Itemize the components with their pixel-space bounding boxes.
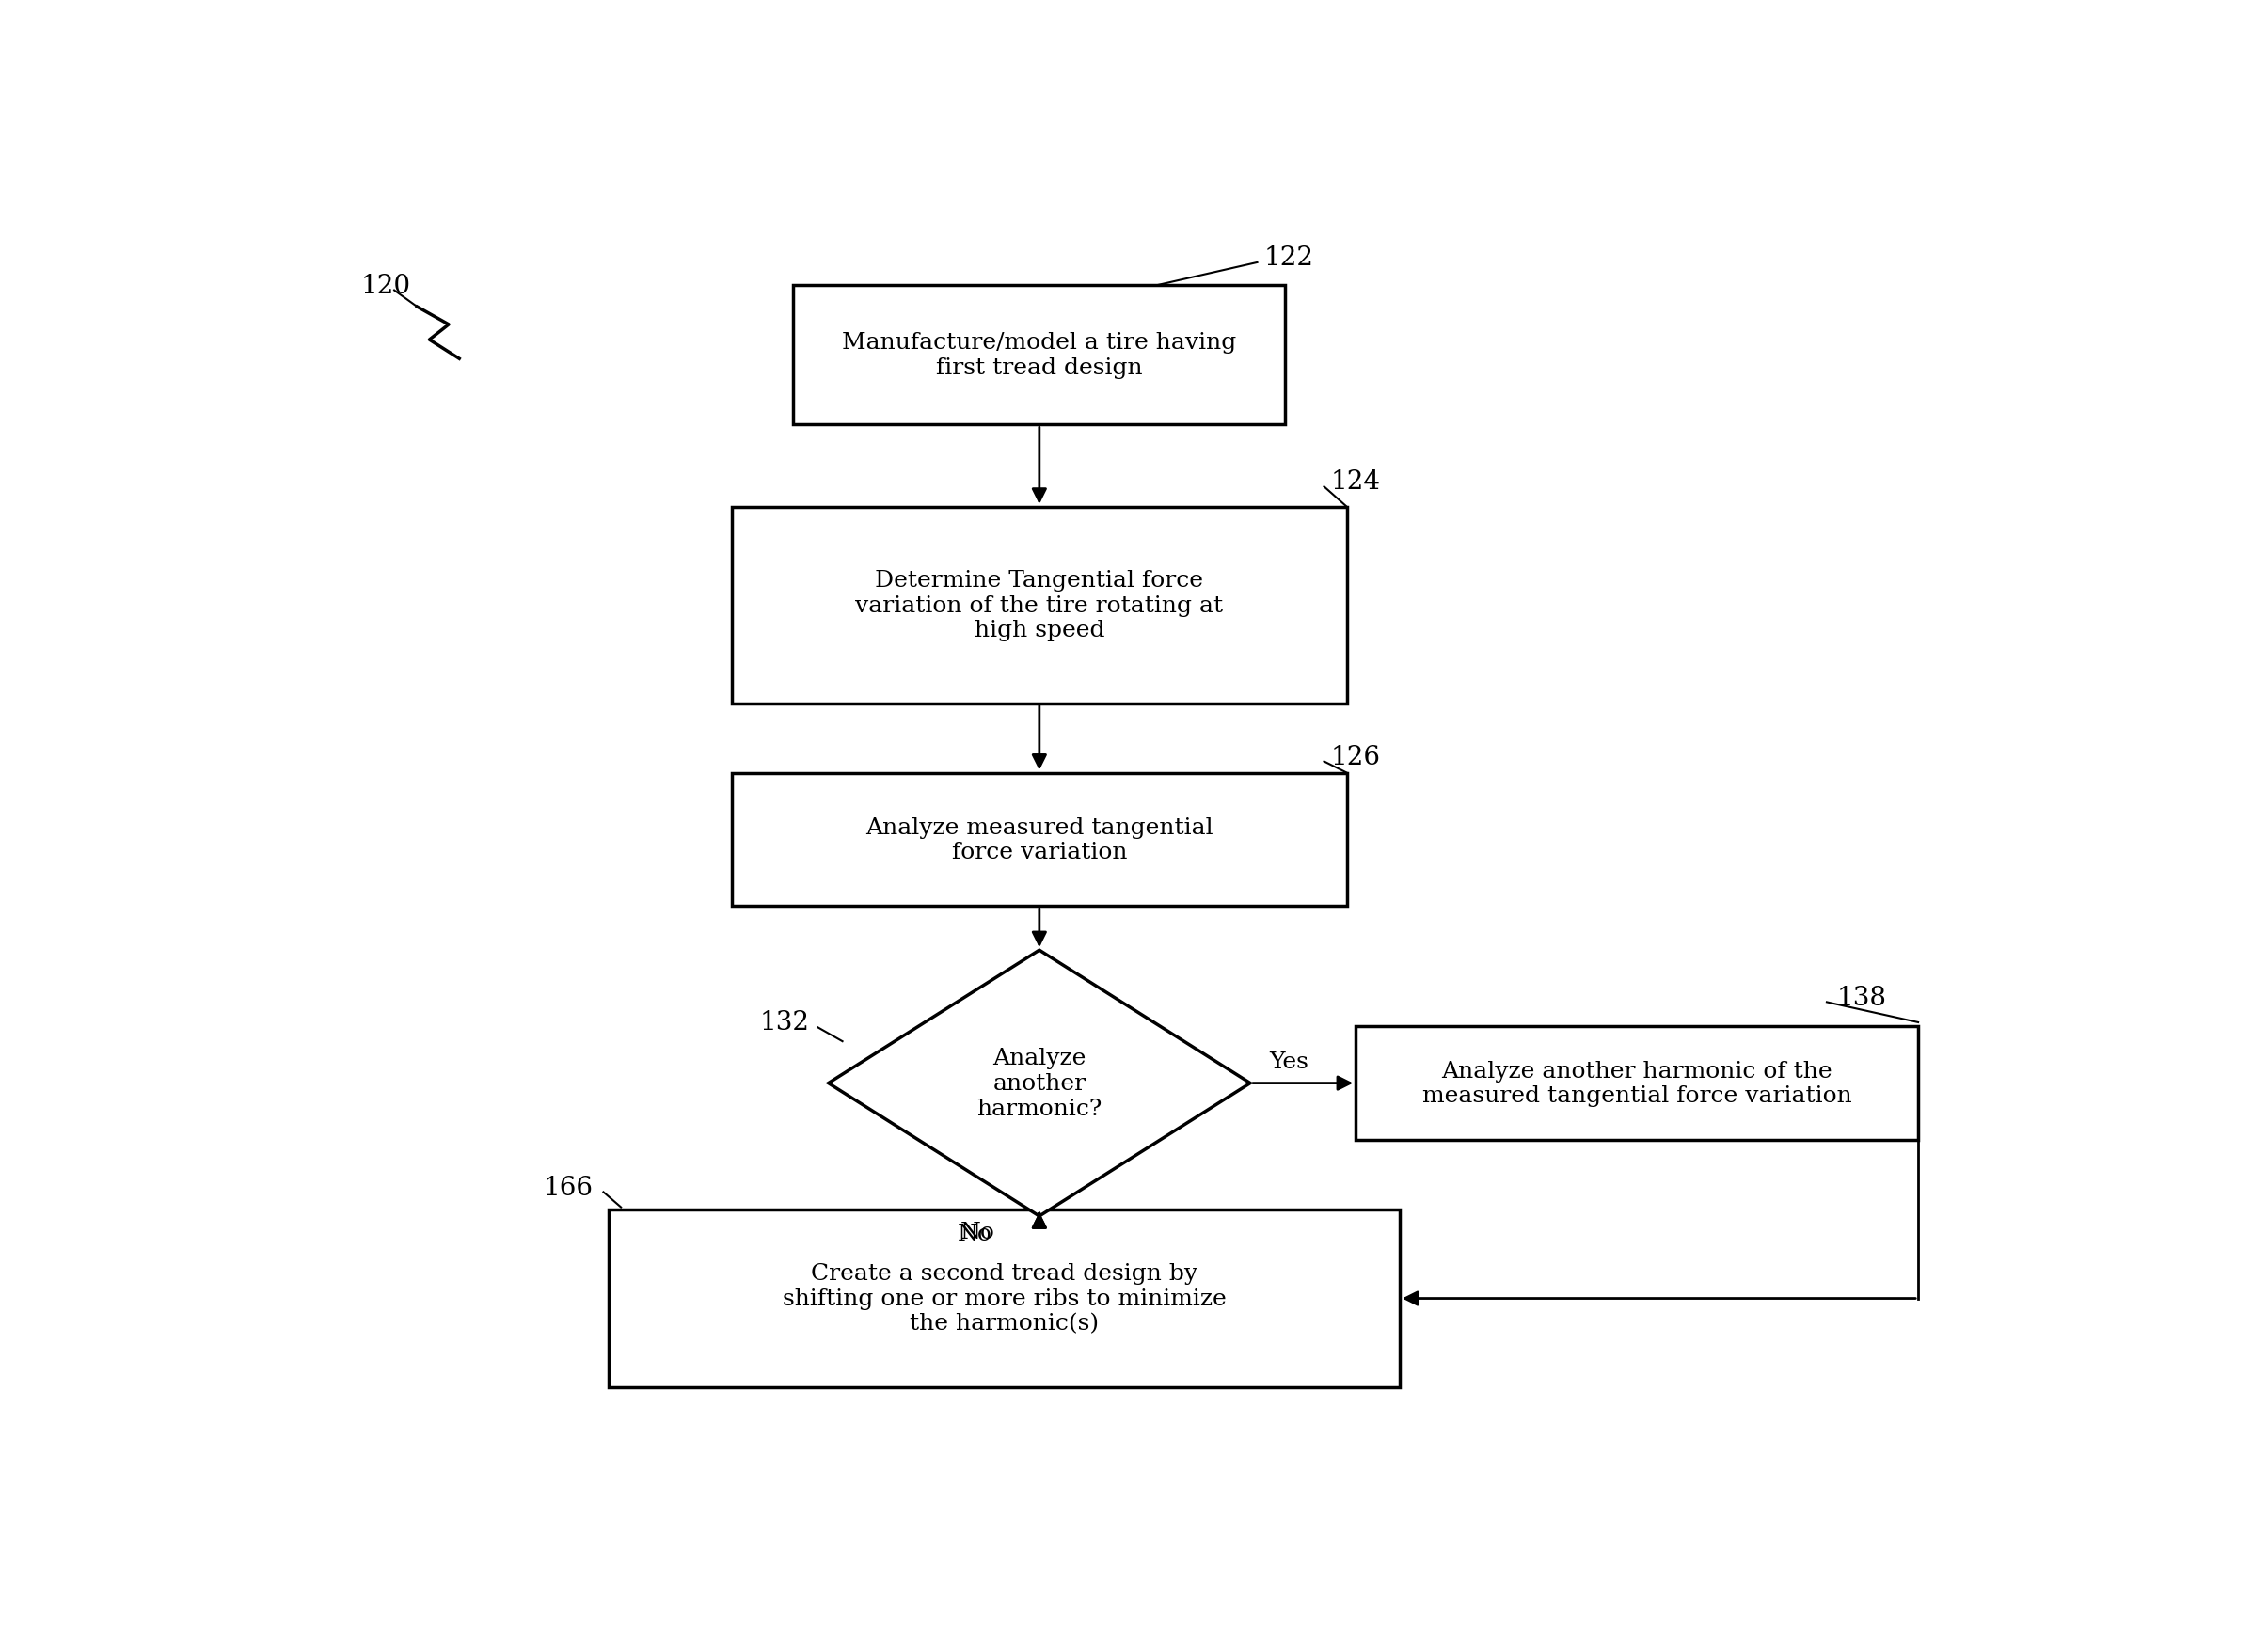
FancyBboxPatch shape (794, 286, 1286, 426)
Text: No: No (959, 1221, 996, 1243)
Text: 132: 132 (760, 1009, 810, 1036)
Text: 124: 124 (1331, 470, 1381, 495)
FancyBboxPatch shape (733, 508, 1347, 704)
Text: Determine Tangential force
variation of the tire rotating at
high speed: Determine Tangential force variation of … (855, 570, 1222, 641)
FancyBboxPatch shape (733, 773, 1347, 906)
Text: 166: 166 (544, 1174, 594, 1200)
Text: No: No (957, 1223, 991, 1245)
Text: 126: 126 (1331, 745, 1381, 769)
Text: Create a second tread design by
shifting one or more ribs to minimize
the harmon: Create a second tread design by shifting… (782, 1263, 1227, 1335)
Text: 122: 122 (1263, 245, 1313, 271)
Text: Manufacture/model a tire having
first tread design: Manufacture/model a tire having first tr… (841, 332, 1236, 378)
Polygon shape (828, 950, 1250, 1217)
Text: 120: 120 (361, 273, 411, 299)
Text: Analyze
another
harmonic?: Analyze another harmonic? (978, 1047, 1102, 1120)
Text: Analyze another harmonic of the
measured tangential force variation: Analyze another harmonic of the measured… (1422, 1060, 1851, 1106)
FancyBboxPatch shape (1356, 1026, 1919, 1141)
FancyBboxPatch shape (608, 1210, 1399, 1388)
Text: 138: 138 (1837, 985, 1887, 1009)
Text: Analyze measured tangential
force variation: Analyze measured tangential force variat… (866, 817, 1213, 863)
Text: Yes: Yes (1270, 1051, 1309, 1072)
